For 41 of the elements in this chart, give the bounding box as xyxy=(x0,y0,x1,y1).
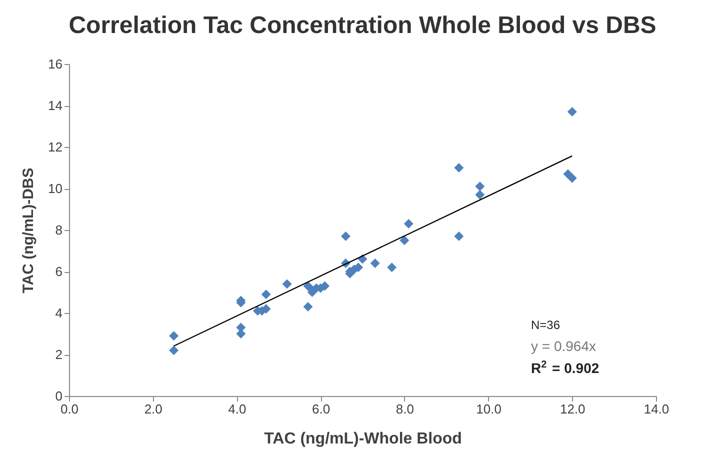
point xyxy=(169,346,179,356)
point xyxy=(567,173,577,183)
x-axis-title: TAC (ng/mL)-Whole Blood xyxy=(264,430,462,448)
point xyxy=(475,190,485,200)
y-tick-label: 10 xyxy=(48,181,62,196)
point xyxy=(261,290,271,300)
point xyxy=(169,331,179,341)
chart-title: Correlation Tac Concentration Whole Blood vs DBS xyxy=(68,12,656,39)
point xyxy=(370,258,380,268)
x-tick-label: 4.0 xyxy=(228,402,246,416)
y-tick-label: 16 xyxy=(48,56,62,72)
x-tick-label: 8.0 xyxy=(396,402,414,416)
x-tick-label: 6.0 xyxy=(312,402,330,416)
point xyxy=(567,106,577,116)
y-tick-label: 14 xyxy=(48,98,62,113)
x-tick-label: 10.0 xyxy=(476,402,502,416)
point xyxy=(454,231,464,241)
x-tick-label: 14.0 xyxy=(644,402,670,416)
y-tick-label: 8 xyxy=(55,222,62,238)
y-tick-label: 2 xyxy=(55,347,62,362)
y-axis-title: TAC (ng/mL)-DBS xyxy=(20,168,38,294)
point xyxy=(340,231,350,241)
point xyxy=(387,262,397,272)
x-tick-label: 2.0 xyxy=(144,402,162,416)
point xyxy=(400,236,410,246)
point xyxy=(320,281,330,291)
point xyxy=(236,329,246,338)
point xyxy=(404,219,414,229)
y-tick-label: 6 xyxy=(55,264,62,279)
y-tick-label: 4 xyxy=(55,306,62,320)
annotation: N=36 xyxy=(531,318,560,332)
point xyxy=(354,262,364,272)
x-tick-label: 12.0 xyxy=(560,402,586,416)
y-tick-label: 0 xyxy=(55,388,62,404)
point xyxy=(282,279,292,289)
point xyxy=(454,163,464,172)
point xyxy=(303,302,313,312)
annotation: y = 0.964x xyxy=(531,338,596,354)
x-tick-label: 0.0 xyxy=(60,402,79,416)
y-tick-label: 12 xyxy=(48,140,62,154)
point xyxy=(475,182,485,192)
